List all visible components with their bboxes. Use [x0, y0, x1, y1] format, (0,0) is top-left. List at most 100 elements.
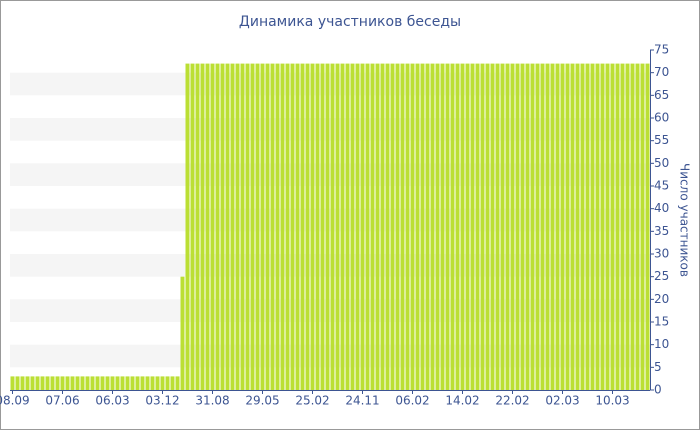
bar — [80, 376, 85, 390]
bar — [380, 63, 385, 390]
x-tick-label: 29.05 — [245, 394, 279, 408]
bar — [350, 63, 355, 390]
grid-band — [10, 254, 650, 277]
bar — [280, 63, 285, 390]
bar — [50, 376, 55, 390]
bar — [310, 63, 315, 390]
y-tick-label: 5 — [654, 360, 662, 374]
y-tick-label: 55 — [654, 133, 669, 147]
bar — [555, 63, 560, 390]
y-tick-label: 15 — [654, 315, 669, 329]
bar — [360, 63, 365, 390]
bar — [565, 63, 570, 390]
bar — [465, 63, 470, 390]
x-tick-label: 03.12 — [145, 394, 179, 408]
bar — [590, 63, 595, 390]
bar — [410, 63, 415, 390]
x-tick-label: 24.11 — [345, 394, 379, 408]
bar — [425, 63, 430, 390]
grid-band — [10, 163, 650, 186]
bar — [645, 63, 650, 390]
x-tick-label: 06.02 — [395, 394, 429, 408]
bar — [340, 63, 345, 390]
bar — [605, 63, 610, 390]
bar — [200, 63, 205, 390]
bar — [420, 63, 425, 390]
bar — [30, 376, 35, 390]
x-tick-label: 31.08 — [195, 394, 229, 408]
bar — [335, 63, 340, 390]
bar — [520, 63, 525, 390]
bar — [225, 63, 230, 390]
x-tick-label: 02.03 — [545, 394, 579, 408]
bar — [240, 63, 245, 390]
x-tick-label: 08.09 — [0, 394, 30, 408]
y-tick-label: 0 — [654, 383, 662, 397]
bar — [185, 63, 190, 390]
bar — [85, 376, 90, 390]
bar — [355, 63, 360, 390]
y-tick-label: 10 — [654, 337, 669, 351]
y-tick-label: 25 — [654, 269, 669, 283]
y-tick-label: 35 — [654, 224, 669, 238]
bar — [260, 63, 265, 390]
bar — [25, 376, 30, 390]
bar — [220, 63, 225, 390]
bar — [535, 63, 540, 390]
bar — [250, 63, 255, 390]
bar — [70, 376, 75, 390]
bar — [445, 63, 450, 390]
bar — [35, 376, 40, 390]
bar — [15, 376, 20, 390]
bar — [115, 376, 120, 390]
bar — [375, 63, 380, 390]
bar — [495, 63, 500, 390]
bar — [330, 63, 335, 390]
bar — [230, 63, 235, 390]
bar — [155, 376, 160, 390]
bar — [10, 376, 15, 390]
bar — [500, 63, 505, 390]
bar — [485, 63, 490, 390]
bar — [400, 63, 405, 390]
bar — [120, 376, 125, 390]
bar — [305, 63, 310, 390]
bar — [390, 63, 395, 390]
bar — [470, 63, 475, 390]
bar — [110, 376, 115, 390]
grid-band — [10, 299, 650, 322]
chart-title: Динамика участников беседы — [239, 14, 461, 30]
bar — [175, 376, 180, 390]
bar — [75, 376, 80, 390]
bar — [610, 63, 615, 390]
bar — [235, 63, 240, 390]
bar — [300, 63, 305, 390]
x-tick-label: 14.02 — [445, 394, 479, 408]
bar — [255, 63, 260, 390]
bar — [475, 63, 480, 390]
bar — [415, 63, 420, 390]
x-tick-label: 22.02 — [495, 394, 529, 408]
y-tick-label: 20 — [654, 292, 669, 306]
bar — [550, 63, 555, 390]
bar — [130, 376, 135, 390]
bar — [430, 63, 435, 390]
bar — [455, 63, 460, 390]
y-axis-label: Число участников — [678, 163, 692, 277]
bar — [490, 63, 495, 390]
bar — [205, 63, 210, 390]
grid-band — [10, 72, 650, 96]
bar — [575, 63, 580, 390]
bar — [595, 63, 600, 390]
bar — [580, 63, 585, 390]
bar — [150, 376, 155, 390]
x-tick-label: 06.03 — [95, 394, 129, 408]
bar — [180, 276, 185, 390]
y-tick-label: 65 — [654, 88, 669, 102]
bar — [370, 63, 375, 390]
bar — [460, 63, 465, 390]
bar — [530, 63, 535, 390]
bar — [450, 63, 455, 390]
y-tick-label: 60 — [654, 111, 669, 125]
bar — [570, 63, 575, 390]
